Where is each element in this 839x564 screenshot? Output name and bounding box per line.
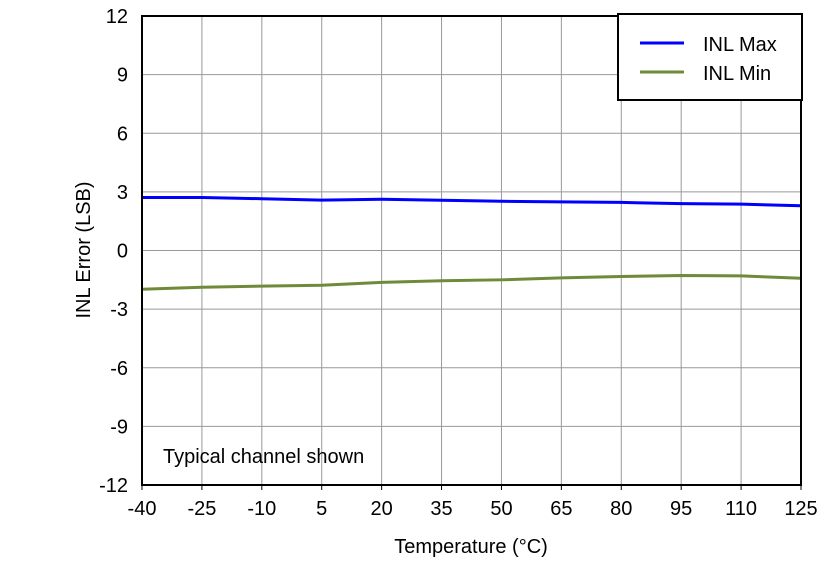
annotation: Typical channel shown <box>163 446 364 468</box>
x-tick-label: 20 <box>371 498 393 520</box>
y-tick-label: 12 <box>106 6 128 28</box>
series-lines <box>142 197 801 289</box>
x-tick-label: 110 <box>725 498 757 520</box>
x-tick-label: 95 <box>670 498 692 520</box>
y-tick-label: -6 <box>110 358 128 380</box>
y-axis-label: INL Error (LSB) <box>73 181 95 318</box>
legend-box <box>618 14 802 100</box>
y-tick-label: 0 <box>117 241 128 263</box>
legend-label-max: INL Max <box>703 34 777 56</box>
x-tick-label: 5 <box>316 498 327 520</box>
x-tick-label: 80 <box>610 498 632 520</box>
y-tick-labels: -12 -9 -6 -3 0 3 6 9 12 <box>99 6 128 497</box>
x-tick-label: 50 <box>490 498 512 520</box>
x-tick-label: -40 <box>128 498 157 520</box>
y-tick-label: -12 <box>99 475 128 497</box>
x-axis-label: Temperature (°C) <box>394 536 548 558</box>
y-tick-label: -3 <box>110 299 128 321</box>
x-tick-labels: -40 -25 -10 5 20 35 50 65 80 95 110 125 <box>128 498 818 520</box>
legend-label-min: INL Min <box>703 63 771 85</box>
series-line-inl-max <box>142 198 801 206</box>
x-tick-label: 35 <box>430 498 452 520</box>
y-tick-label: 9 <box>117 65 128 87</box>
legend: INL Max INL Min <box>618 14 802 100</box>
x-tick-label: -25 <box>187 498 216 520</box>
y-tick-label: 3 <box>117 182 128 204</box>
x-tick-label: 65 <box>550 498 572 520</box>
x-tick-label: 125 <box>784 498 817 520</box>
series-line-inl-min <box>142 276 801 290</box>
y-tick-label: -9 <box>110 416 128 438</box>
y-tick-label: 6 <box>117 123 128 145</box>
x-tick-label: -10 <box>247 498 276 520</box>
